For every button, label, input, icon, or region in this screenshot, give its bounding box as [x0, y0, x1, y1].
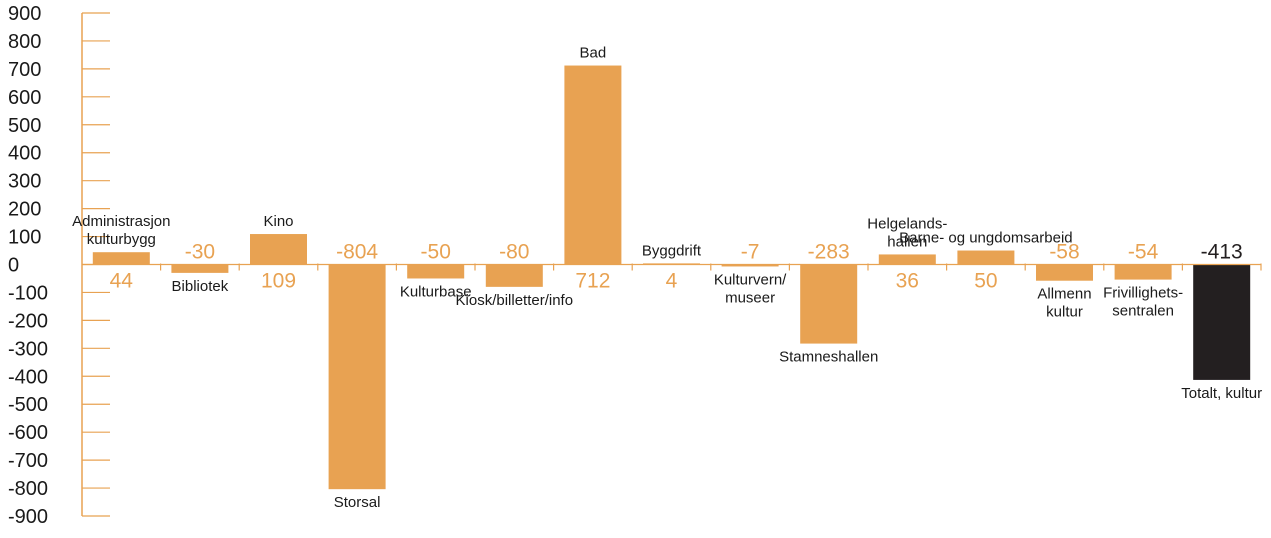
bar-allmenn-kultur: [1036, 264, 1093, 281]
y-tick-label: 700: [8, 59, 41, 81]
category-label-line: Kiosk/billetter/info: [456, 292, 574, 309]
value-label: 109: [261, 270, 296, 293]
value-label: -30: [185, 241, 215, 264]
bar-bad: [564, 65, 622, 265]
value-label: -804: [336, 241, 378, 264]
category-label: Helgelands-hallen: [867, 215, 947, 250]
y-axis-tick-labels: 900 800 700 600 500 400 300 200 100 0 -100 -200 -300…: [8, 3, 48, 528]
y-tick-label: 600: [8, 87, 41, 109]
value-label: 44: [110, 270, 134, 293]
value-label: 50: [974, 270, 997, 293]
y-tick-label: -100: [8, 282, 48, 304]
y-tick-label: -800: [8, 478, 48, 500]
bar-kiosk-billetter-info: [485, 264, 543, 287]
category-label-line: Totalt, kultur: [1181, 385, 1262, 402]
category-label: Storsal: [334, 494, 381, 511]
category-label: Kino: [263, 213, 293, 230]
value-label: 36: [896, 270, 919, 293]
category-label: Frivillighets-sentralen: [1103, 285, 1183, 320]
bar-bibliotek: [171, 264, 229, 273]
bars: [92, 65, 1251, 490]
category-label: Byggdrift: [642, 242, 702, 259]
y-tick-label: -300: [8, 338, 48, 360]
y-tick-label: 100: [8, 227, 41, 249]
y-tick-label: -400: [8, 366, 48, 388]
value-label: 712: [575, 270, 610, 293]
category-label: Barne- og ungdomsarbeid: [899, 230, 1072, 247]
category-label-line: Bibliotek: [172, 278, 229, 295]
category-label-line: Barne- og ungdomsarbeid: [899, 230, 1072, 247]
category-label-line: Helgelands-: [867, 215, 947, 232]
category-labels: Administrasjon kulturbygg Bibliotek Kino Sto…: [72, 45, 1262, 512]
bar-storsal: [328, 264, 386, 490]
bar-totalt-kultur: [1193, 264, 1251, 380]
category-label: Totalt, kultur: [1181, 385, 1262, 402]
category-label-line: Kulturbase: [400, 283, 472, 300]
value-labels: 44 -30 109 -804 -50 -80 712 4 -7 -283 36 50 -58 -54 -4…: [110, 241, 1243, 293]
category-label: Kulturvern/museer: [714, 271, 787, 306]
category-label-line: museer: [725, 289, 775, 306]
category-label: Bibliotek: [172, 278, 229, 295]
value-label: -413: [1201, 241, 1243, 264]
y-tick-label: 0: [8, 255, 19, 277]
category-label-line: Frivillighets-: [1103, 285, 1183, 302]
category-label-line: hallen: [887, 233, 927, 250]
bar-barne-og-ungdomsarbeid: [957, 250, 1015, 265]
y-tick-label: -500: [8, 394, 48, 416]
bar-kino: [250, 234, 307, 265]
category-label-line: Stamneshallen: [779, 349, 878, 366]
bar-helgelands-hallen: [878, 254, 936, 265]
y-tick-label: -700: [8, 450, 48, 472]
category-label-line: kultur: [1046, 304, 1083, 321]
bar-frivillighets-sentralen: [1114, 264, 1172, 280]
category-label-line: Allmenn: [1037, 286, 1091, 303]
y-tick-label: -600: [8, 422, 48, 444]
bar-administrasjon-kulturbygg: [92, 252, 150, 265]
y-tick-label: 400: [8, 143, 41, 165]
category-label-line: Storsal: [334, 494, 381, 511]
value-label: 4: [666, 270, 678, 293]
category-label-line: Kulturvern/: [714, 271, 787, 288]
category-label: Bad: [580, 45, 607, 62]
y-tick-label: 900: [8, 3, 41, 25]
bar-kulturbase: [407, 264, 465, 279]
y-tick-label: 200: [8, 199, 41, 221]
value-label: -58: [1049, 241, 1079, 264]
bar-kulturvern-museer: [721, 264, 779, 267]
y-tick-label: 300: [8, 171, 41, 193]
y-tick-label: -900: [8, 506, 48, 528]
value-label: -80: [499, 241, 529, 264]
y-tick-label: -200: [8, 310, 48, 332]
category-label-line: Kino: [263, 213, 293, 230]
value-label: -54: [1128, 241, 1159, 264]
bar-stamneshallen: [800, 264, 858, 344]
y-tick-label: 500: [8, 115, 41, 137]
category-separator-ticks: [160, 263, 1262, 271]
category-label: Kiosk/billetter/info: [456, 292, 574, 309]
category-label-line: sentralen: [1112, 303, 1174, 320]
y-axis-ticks: [82, 12, 110, 517]
category-label-line: Byggdrift: [642, 242, 702, 259]
category-label-line: kulturbygg: [87, 231, 156, 248]
category-label-line: Administrasjon: [72, 213, 170, 230]
category-label: Kulturbase: [400, 283, 472, 300]
y-tick-label: 800: [8, 31, 41, 53]
category-label: Stamneshallen: [779, 349, 878, 366]
category-label: Allmenn kultur: [1037, 286, 1091, 321]
category-label-line: Bad: [580, 45, 607, 62]
category-label: Administrasjon kulturbygg: [72, 213, 170, 248]
value-label: -7: [741, 241, 760, 264]
value-label: -283: [808, 241, 850, 264]
value-label: -50: [421, 241, 451, 264]
